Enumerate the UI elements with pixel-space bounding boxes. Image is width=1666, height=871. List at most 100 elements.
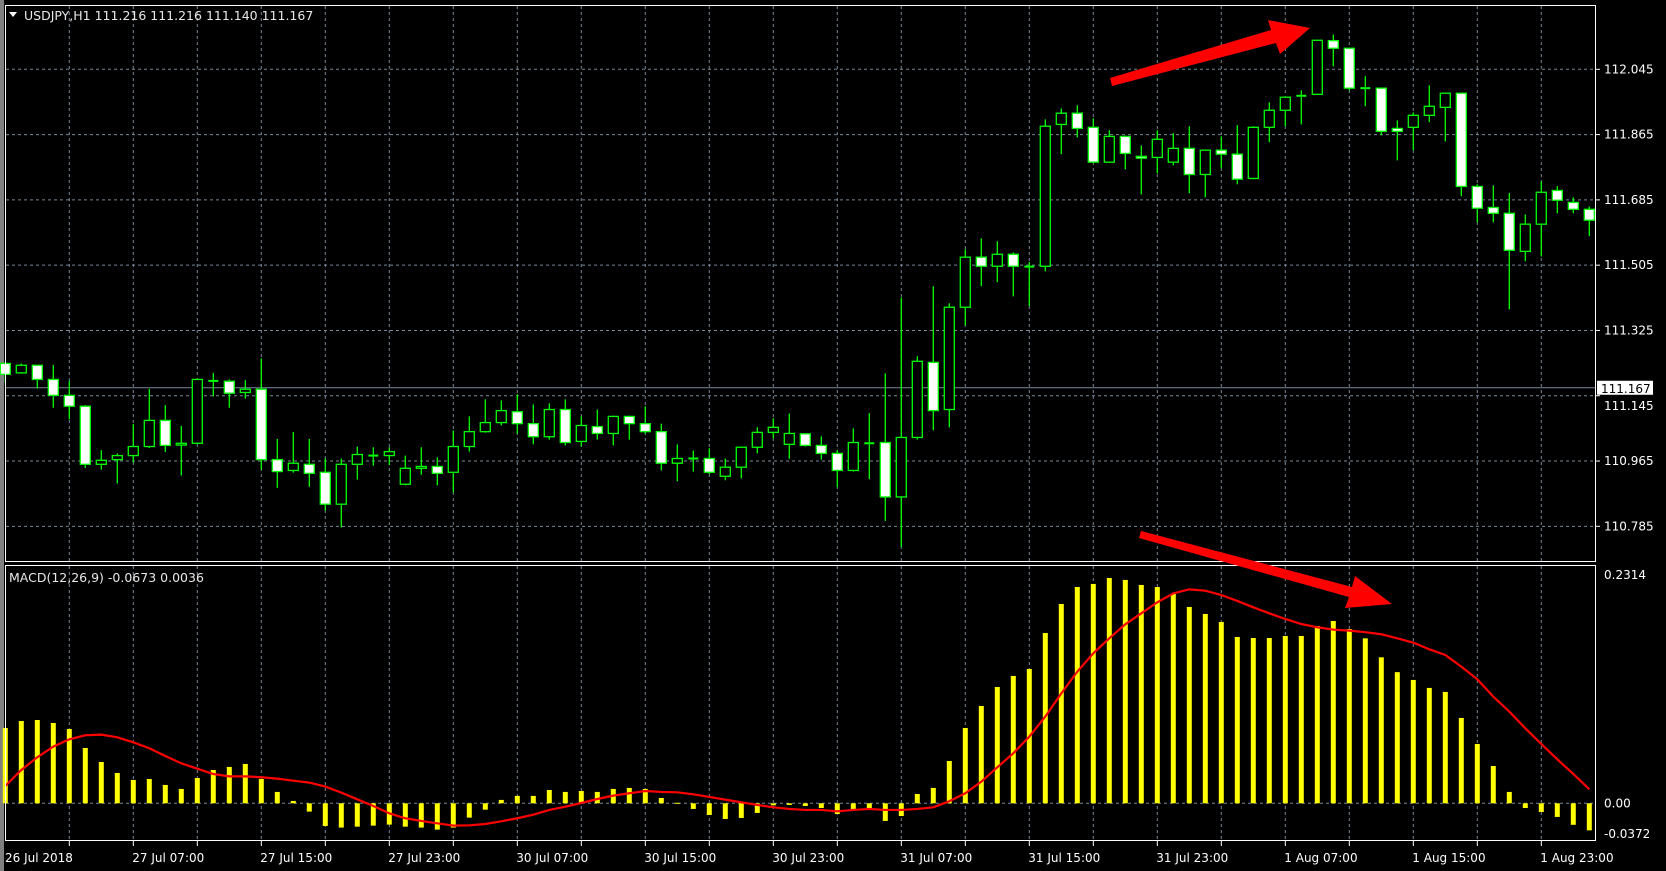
macd-histogram-bar — [1106, 577, 1112, 804]
candle-body-bull — [111, 454, 123, 461]
candle-body-bear — [591, 425, 603, 435]
candle-body-bull — [1407, 114, 1419, 128]
time-axis-label: 31 Jul 23:00 — [1156, 851, 1228, 865]
macd-histogram-bar — [1074, 587, 1080, 804]
chart-header: USDJPY,H1 111.216 111.216 111.140 111.16… — [24, 8, 313, 23]
candle — [1279, 96, 1291, 127]
candle — [703, 448, 715, 475]
candle-body-bear — [1551, 189, 1563, 201]
candle — [1583, 206, 1595, 237]
candle — [575, 416, 587, 447]
candle — [991, 241, 1003, 283]
macd-histogram-bar — [370, 803, 376, 826]
candle — [368, 447, 379, 466]
candle-body-bull — [495, 409, 507, 424]
macd-histogram-bar — [1010, 675, 1016, 804]
macd-histogram-bar — [498, 799, 504, 804]
time-axis-label: 30 Jul 23:00 — [772, 851, 844, 865]
macd-histogram-bar — [1570, 803, 1576, 825]
candle-body-bear — [703, 457, 715, 473]
candle — [383, 447, 395, 466]
candle — [111, 453, 123, 484]
candle-body-bear — [639, 423, 651, 433]
candle — [1360, 76, 1371, 107]
macd-histogram-bar — [1250, 638, 1256, 804]
candle — [895, 297, 907, 547]
macd-histogram-bar — [978, 705, 984, 804]
macd-histogram-bar — [66, 729, 72, 804]
macd-histogram-bar — [1522, 803, 1528, 809]
candle — [1007, 252, 1019, 297]
candle-body-bear — [271, 458, 283, 473]
candle — [1103, 130, 1115, 163]
macd-histogram-bar — [178, 788, 184, 804]
candle-body-bull — [1279, 96, 1291, 111]
time-axis-label: 1 Aug 07:00 — [1284, 851, 1357, 865]
candle — [1487, 185, 1499, 223]
macd-histogram-bar — [402, 803, 408, 827]
macd-histogram-bar — [1282, 635, 1288, 804]
macd-histogram-bar — [82, 747, 88, 804]
macd-histogram-bar — [706, 803, 712, 815]
candle — [319, 458, 331, 511]
candle-body-bull — [351, 453, 363, 465]
macd-histogram-bar — [306, 803, 312, 812]
triangle-down-icon[interactable] — [9, 12, 17, 17]
time-axis-label: 27 Jul 07:00 — [132, 851, 204, 865]
macd-histogram-bar — [258, 779, 264, 804]
macd-histogram-bar — [1458, 717, 1464, 804]
macd-histogram-bar — [1506, 791, 1512, 804]
macd-histogram-bar — [434, 803, 440, 830]
candle-body-bear — [559, 408, 571, 444]
macd-histogram-bar — [1474, 743, 1480, 804]
candle-body-bull — [783, 432, 795, 445]
candle-body-bull — [1039, 125, 1051, 267]
macd-histogram-bar — [114, 772, 120, 804]
candle-body-bear — [1071, 112, 1083, 130]
candle — [623, 415, 635, 440]
macd-histogram-bar — [994, 687, 1000, 804]
candle — [335, 458, 347, 528]
candle-body-bear — [975, 256, 987, 267]
macd-histogram-bar — [1442, 691, 1448, 804]
macd-histogram-bar — [786, 803, 792, 805]
candle-body-bull — [1167, 147, 1179, 163]
macd-histogram-bar — [562, 791, 568, 804]
candle-body-bear — [511, 411, 523, 425]
candle — [479, 399, 491, 433]
candle — [1471, 184, 1483, 223]
candle — [559, 399, 571, 446]
candle-body-bear — [1375, 87, 1387, 132]
macd-histogram-bar — [594, 791, 600, 804]
candle-body-bear — [1119, 135, 1131, 155]
candle — [1231, 125, 1243, 185]
main-panel-frame — [5, 5, 1596, 562]
macd-histogram-bar — [1170, 593, 1176, 804]
macd-panel-frame[interactable] — [5, 565, 1596, 841]
candle-body-bull — [1103, 135, 1115, 163]
macd-histogram-bar — [946, 760, 952, 804]
macd-histogram-bar — [146, 779, 152, 804]
candle — [847, 428, 859, 472]
macd-histogram-bar — [1490, 766, 1496, 804]
candle — [223, 379, 235, 408]
candle — [1567, 197, 1579, 214]
candle-body-bear — [831, 452, 843, 472]
candle — [255, 358, 267, 470]
macd-histogram-bar — [514, 795, 520, 804]
macd-histogram-bar — [1234, 637, 1240, 804]
candle — [1199, 149, 1211, 198]
candle — [607, 415, 619, 446]
price-axis-label: 111.325 — [1604, 323, 1654, 337]
candle — [79, 405, 91, 468]
time-axis-label: 31 Jul 15:00 — [1028, 851, 1100, 865]
macd-histogram-bar — [1586, 803, 1592, 831]
candle — [1071, 105, 1083, 138]
macd-histogram-bar — [194, 777, 200, 804]
candle — [1151, 130, 1163, 174]
candle — [1375, 87, 1387, 136]
candle-body-bull — [959, 256, 971, 308]
candle — [143, 388, 155, 448]
candle — [543, 403, 555, 440]
